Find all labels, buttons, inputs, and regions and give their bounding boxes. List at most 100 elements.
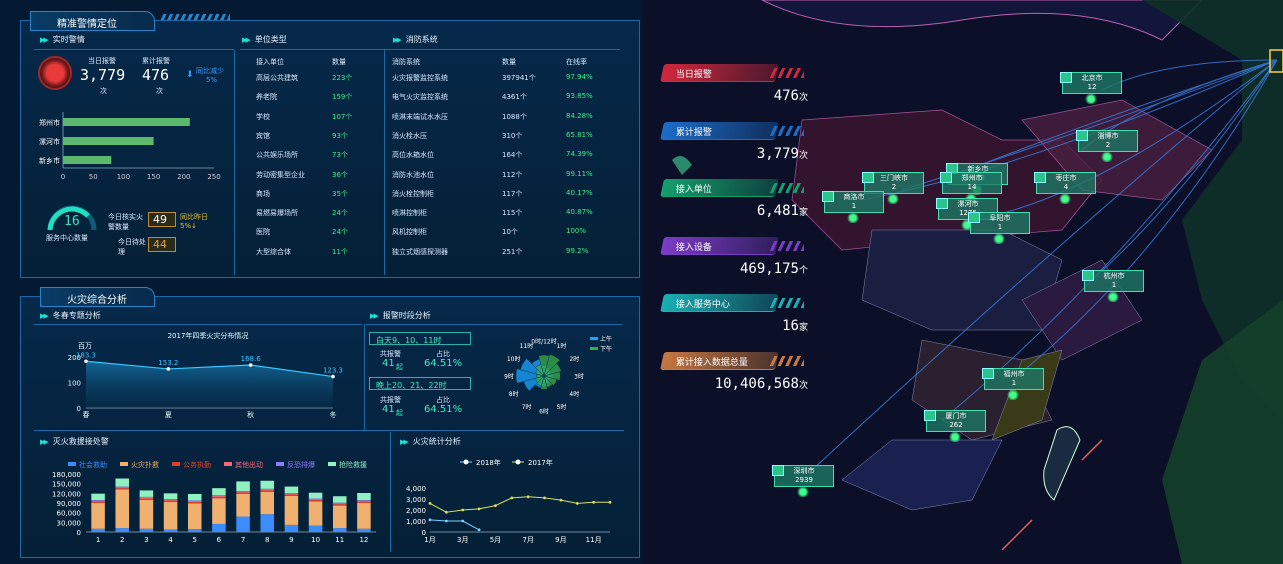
summary-label: 接入单位 [675,185,712,195]
city-label: 福州市 1 [984,368,1044,390]
divider [34,430,624,431]
legend-swatch [276,462,284,466]
x-tick-label: 冬 [330,410,337,419]
city-label: 杭州市 1 [1084,270,1144,292]
divider [34,324,362,325]
rescue-bar-segment [308,498,323,500]
city-marker[interactable]: 福州市 1 [982,368,1044,400]
city-marker[interactable]: 厦门市 262 [924,410,986,442]
city-name: 郑州市 [961,174,983,182]
x-tick-label: 9 [289,536,293,544]
city-name: 三门峡市 [880,174,908,182]
city-marker[interactable]: 三门峡市 2 [862,172,924,204]
city-marker[interactable]: 阜阳市 1 [968,212,1030,244]
legend-label: 2017年 [528,458,553,467]
location-pin-icon [1106,292,1120,302]
city-marker[interactable]: 深圳市 2939 [772,465,834,497]
city-marker[interactable]: 枣庄市 4 [1034,172,1096,204]
unit-row-name: 养老院 [256,93,277,102]
sys-row-name: 火灾报警监控系统 [392,74,448,82]
service-value: 16 [64,214,80,229]
rescue-bar-segment [91,503,105,529]
legend-marker [515,459,521,465]
summary-tag: 接入单位 [660,179,779,197]
rose-am-sector [515,368,545,384]
unit-row-name: 易燃易爆场所 [256,209,298,218]
legend-swatch [590,337,598,340]
summary-unit: 家 [798,323,808,333]
city-marker[interactable]: 商洛市 1 [822,191,884,223]
sys-row-count: 112个 [502,170,523,179]
city-name: 杭州市 [1103,272,1125,280]
rescue-bar-segment [187,502,202,504]
rescue-bar-segment [357,503,371,529]
city-marker[interactable]: 北京市 12 [1060,72,1122,104]
period-total-label-1: 共报警 [380,350,401,358]
x-tick-label: 2 [120,536,124,544]
building-icon [1034,172,1046,183]
city-label: 阜阳市 1 [970,212,1030,234]
stats-point [575,502,579,505]
period-title: 报警时段分析 [370,310,431,321]
rescue-bar-segment [187,529,202,532]
rescue-bar-segment [284,486,299,494]
legend-label: 下午 [600,345,612,353]
rescue-bar-segment [332,528,347,532]
rescue-bar-segment [357,493,371,501]
today-label: 当日报警 [88,57,116,65]
city-marker[interactable]: 郑州市 14 [940,172,1002,204]
city-name: 淄博市 [1097,132,1119,140]
rose-hour-label: 5时 [557,403,567,411]
rescue-bar-segment [163,529,178,532]
city-bar [63,137,154,145]
stats-point [461,519,465,523]
sys-row-count: 397941个 [502,74,536,82]
x-tick-label: 秋 [247,410,254,419]
rescue-bar-segment [91,528,105,532]
sys-row-count: 251个 [502,247,523,256]
unit-row-name: 学校 [256,112,270,121]
y-tick-label: 2,000 [406,507,426,515]
rescue-bar-segment [236,493,250,517]
legend-label: 社会救助 [79,460,107,469]
city-label: 深圳市 2939 [774,465,834,487]
city-name: 新乡市 [967,165,989,173]
legend-label: 抢险救援 [339,460,367,469]
stats-point [444,510,448,514]
stats-point [608,500,612,504]
x-tick-label: 夏 [165,411,172,419]
sys-row-rate: 99.11% [566,169,593,178]
city-count: 4 [1063,183,1069,191]
rose-hour-label: 3时 [574,373,584,381]
period-ratio-2: 64.51% [424,404,463,415]
city-count: 1 [1011,379,1017,387]
rescue-bar-segment [236,516,250,532]
city-marker[interactable]: 淄博市 2 [1076,130,1138,162]
divider [384,50,385,275]
period-count-unit-2: 起 [396,409,403,417]
location-pin-icon [992,234,1006,244]
period-slot2: 晚上20、21、22时 [369,377,471,390]
legend-label: 火灾扑救 [131,460,159,469]
map-area[interactable]: 当日报警 476次 累计报警 3,779次 接入单位 6,481家 接入设备 469,175个… [642,0,1283,564]
fire-panel-title: 火灾综合分析 [40,287,155,307]
city-marker[interactable]: 杭州市 1 [1082,270,1144,302]
sys-row-name: 消火栓控制柜 [392,189,434,198]
stripe-decoration [770,240,804,251]
stripe-decoration [770,298,804,308]
legend-label: 上午 [600,335,612,343]
summary-tag: 累计报警 [660,121,779,140]
rescue-bar-segment [236,481,250,492]
sys-row-rate: 40.87% [566,208,593,217]
rescue-bar-segment [332,496,347,503]
city-count: 12 [1087,83,1097,91]
summary-unit: 次 [798,93,808,103]
stats-point [428,518,432,522]
legend-swatch [172,462,180,466]
y-tick-label: 120,000 [52,490,81,498]
summary-tag: 接入设备 [660,236,779,255]
summary-tag: 累计接入数据总量 [660,351,779,370]
city-name: 枣庄市 [1055,174,1077,182]
